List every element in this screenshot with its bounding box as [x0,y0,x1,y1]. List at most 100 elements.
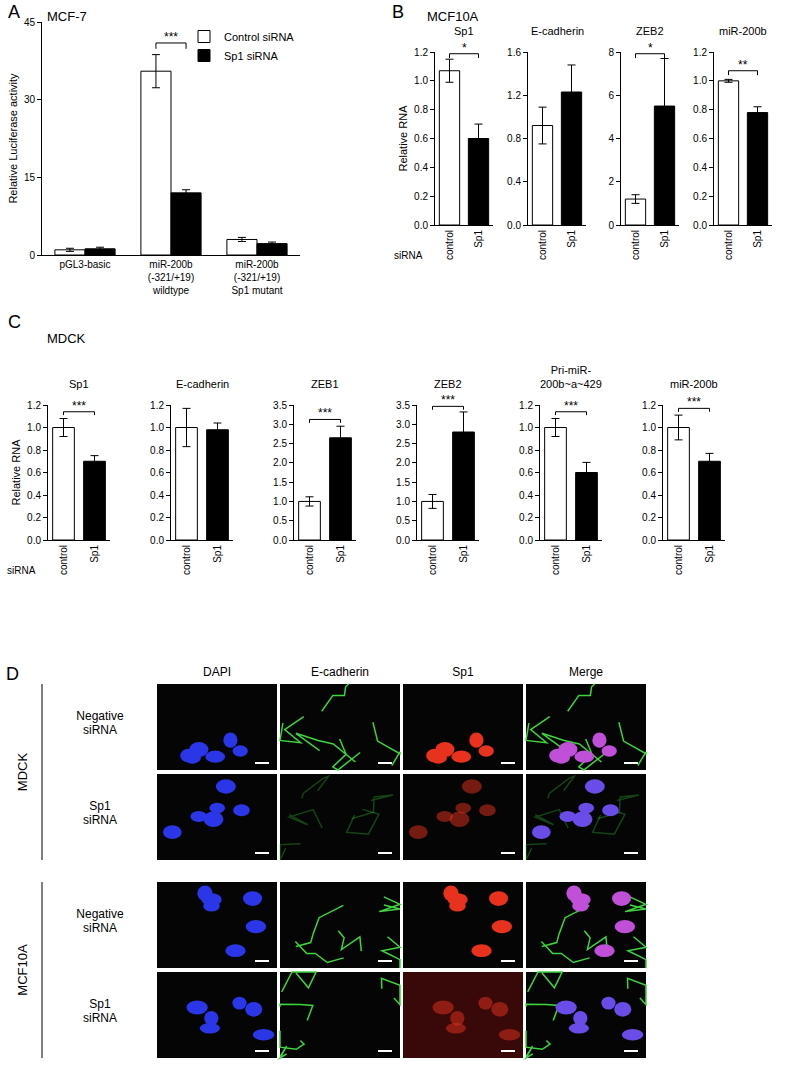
svg-text:***: *** [687,395,701,409]
svg-text:DAPI: DAPI [203,665,231,679]
svg-text:control: control [630,230,641,260]
svg-text:Sp1: Sp1 [473,230,484,248]
svg-text:MDCK: MDCK [47,331,86,346]
svg-text:control: control [427,545,438,575]
svg-text:0.6: 0.6 [414,133,428,144]
svg-text:Sp1 siRNA: Sp1 siRNA [224,50,278,62]
svg-text:C: C [8,312,21,332]
svg-text:ZEB2: ZEB2 [636,25,664,37]
svg-text:3.0: 3.0 [273,419,287,430]
svg-text:1.5: 1.5 [273,477,287,488]
svg-text:control: control [550,545,561,575]
svg-text:3.0: 3.0 [396,419,410,430]
svg-text:30: 30 [24,94,36,105]
svg-text:0: 0 [29,250,35,261]
svg-text:1.0: 1.0 [642,422,656,433]
svg-text:Sp1: Sp1 [581,545,592,563]
svg-text:2.0: 2.0 [273,457,287,468]
svg-text:0.2: 0.2 [693,191,707,202]
svg-text:Sp1: Sp1 [659,230,670,248]
svg-text:0.8: 0.8 [519,445,533,456]
svg-text:45: 45 [24,17,36,28]
svg-text:2.5: 2.5 [273,438,287,449]
svg-text:0.2: 0.2 [414,191,428,202]
svg-text:0.8: 0.8 [27,445,41,456]
svg-text:siRNA: siRNA [7,565,36,576]
svg-text:Sp1: Sp1 [212,545,223,563]
svg-text:control: control [444,230,455,260]
svg-text:E-cadherin: E-cadherin [531,25,584,37]
svg-text:1.0: 1.0 [27,422,41,433]
svg-text:Sp1: Sp1 [454,25,474,37]
svg-text:1.0: 1.0 [273,496,287,507]
svg-text:MCF10A: MCF10A [15,944,30,996]
svg-text:Sp1: Sp1 [458,545,469,563]
svg-text:0.8: 0.8 [150,445,164,456]
svg-text:1.2: 1.2 [507,90,521,101]
svg-text:0.0: 0.0 [519,535,533,546]
svg-text:MDCK: MDCK [15,753,30,792]
svg-text:***: *** [72,399,86,413]
svg-text:0.4: 0.4 [27,490,41,501]
svg-text:0.6: 0.6 [27,467,41,478]
svg-text:Sp1: Sp1 [752,230,763,248]
svg-text:0.6: 0.6 [693,133,707,144]
svg-text:Sp1siRNA: Sp1siRNA [83,799,117,827]
svg-text:Relative RNA: Relative RNA [10,439,22,506]
svg-text:Relative RNA: Relative RNA [397,105,409,172]
svg-text:0.0: 0.0 [273,535,287,546]
svg-text:siRNA: siRNA [394,250,423,261]
svg-text:0.6: 0.6 [519,467,533,478]
svg-text:Relative Luciferase activity: Relative Luciferase activity [7,73,19,204]
svg-text:***: *** [564,399,578,413]
svg-text:1.2: 1.2 [519,400,533,411]
svg-text:control: control [673,545,684,575]
svg-text:Pri-miR-200b~a~429: Pri-miR-200b~a~429 [540,364,602,390]
svg-text:0.5: 0.5 [273,515,287,526]
svg-text:0.8: 0.8 [642,445,656,456]
svg-text:1.2: 1.2 [27,400,41,411]
svg-text:ZEB1: ZEB1 [311,378,339,390]
svg-text:pGL3-basic: pGL3-basic [59,259,110,270]
svg-text:Sp1siRNA: Sp1siRNA [83,997,117,1025]
svg-text:1.2: 1.2 [642,400,656,411]
svg-text:A: A [8,2,20,22]
svg-text:0.2: 0.2 [642,512,656,523]
svg-text:B: B [392,2,404,22]
svg-text:NegativesiRNA: NegativesiRNA [76,709,124,737]
svg-text:2: 2 [608,176,614,187]
svg-text:1.0: 1.0 [693,75,707,86]
svg-text:Sp1: Sp1 [704,545,715,563]
svg-text:3.5: 3.5 [396,400,410,411]
svg-text:D: D [6,664,19,684]
svg-text:0.0: 0.0 [642,535,656,546]
svg-text:1.2: 1.2 [414,47,428,58]
svg-text:control: control [537,230,548,260]
svg-text:8: 8 [608,47,614,58]
svg-text:miR-200b(-321/+19)Sp1 mutant: miR-200b(-321/+19)Sp1 mutant [231,259,282,296]
svg-text:0.2: 0.2 [519,512,533,523]
svg-text:control: control [58,545,69,575]
svg-text:0.5: 0.5 [396,515,410,526]
svg-text:1.6: 1.6 [507,47,521,58]
svg-text:Sp1: Sp1 [566,230,577,248]
svg-text:***: *** [441,393,455,407]
svg-text:0.4: 0.4 [693,162,707,173]
svg-text:0.4: 0.4 [519,490,533,501]
svg-text:1.0: 1.0 [519,422,533,433]
svg-text:1.5: 1.5 [396,477,410,488]
svg-text:0.4: 0.4 [507,176,521,187]
svg-text:0.0: 0.0 [414,220,428,231]
svg-text:3.5: 3.5 [273,400,287,411]
svg-text:0: 0 [608,220,614,231]
svg-text:0.4: 0.4 [414,162,428,173]
svg-text:0.0: 0.0 [396,535,410,546]
svg-text:Sp1: Sp1 [89,545,100,563]
svg-text:1.2: 1.2 [150,400,164,411]
svg-text:miR-200b: miR-200b [670,378,718,390]
svg-text:miR-200b: miR-200b [719,25,767,37]
svg-text:NegativesiRNA: NegativesiRNA [76,907,124,935]
svg-text:0.0: 0.0 [27,535,41,546]
svg-text:2.5: 2.5 [396,438,410,449]
svg-text:control: control [181,545,192,575]
